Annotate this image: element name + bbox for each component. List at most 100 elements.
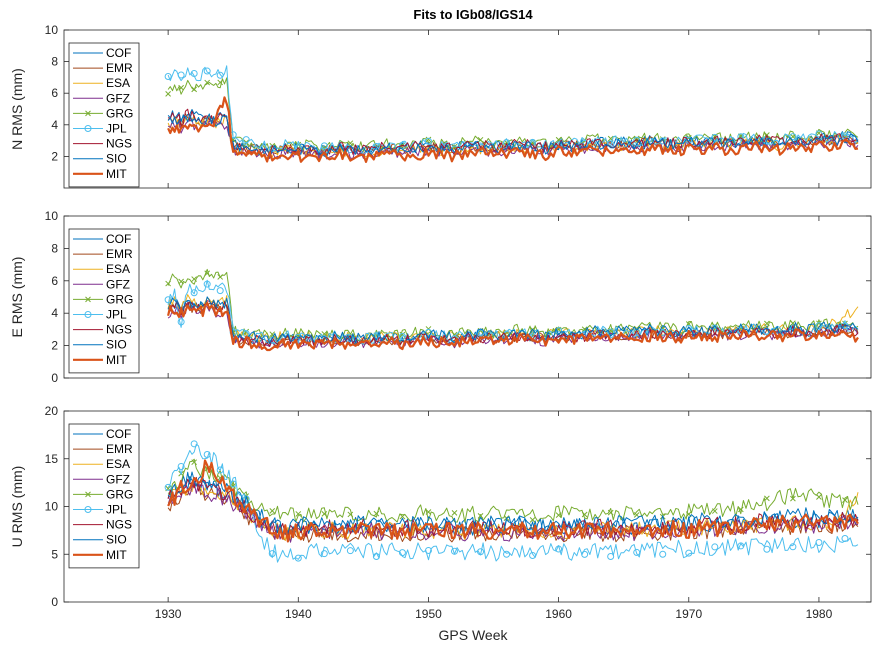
- series-marker-jpl: [346, 547, 354, 555]
- series-marker-jpl: [659, 550, 667, 558]
- legend: [68, 228, 140, 374]
- y-tick-label: 5: [51, 547, 58, 561]
- series-line-sio: [167, 471, 859, 536]
- series-marker-grg: [295, 511, 302, 517]
- series-marker-jpl: [203, 280, 211, 288]
- series-marker-jpl: [424, 546, 432, 554]
- series-marker-jpl: [815, 322, 823, 330]
- legend-label-gfz: GFZ: [106, 472, 130, 486]
- legend-label-grg: GRG: [106, 487, 133, 501]
- y-tick-label: 15: [45, 452, 59, 466]
- series-marker-grg: [204, 270, 211, 277]
- series-line-mit: [167, 459, 859, 543]
- series-marker-grg: [555, 512, 562, 518]
- legend-label-jpl: JPL: [106, 503, 127, 517]
- legend-label-grg: GRG: [106, 292, 133, 306]
- series-marker-grg: [790, 495, 796, 502]
- series-marker-grg: [165, 91, 171, 97]
- series-marker-jpl: [398, 332, 406, 340]
- series-marker-jpl: [164, 296, 172, 304]
- series-marker-grg: [633, 512, 640, 518]
- series-marker-grg: [529, 517, 536, 523]
- y-tick-label: 10: [45, 209, 59, 223]
- series-marker-grg: [399, 513, 406, 520]
- series-marker-grg: [347, 511, 354, 518]
- series-marker-jpl: [229, 480, 237, 488]
- legend-label-emr: EMR: [106, 61, 133, 75]
- y-tick-label: 10: [45, 500, 59, 514]
- series-marker-jpl: [581, 550, 589, 558]
- series-marker-grg: [711, 508, 718, 514]
- y-tick-label: 2: [51, 339, 58, 353]
- x-tick-label: 1970: [675, 607, 702, 621]
- series-marker-grg: [842, 497, 848, 503]
- legend-label-sio: SIO: [106, 533, 127, 547]
- series-marker-jpl: [268, 550, 276, 558]
- y-tick-label: 4: [51, 118, 58, 132]
- series-marker-jpl: [529, 552, 537, 560]
- x-tick-label: 1940: [285, 607, 312, 621]
- series-marker-jpl: [216, 287, 224, 295]
- legend-label-esa: ESA: [106, 262, 130, 276]
- series-marker-jpl: [633, 548, 641, 556]
- legend-label-ngs: NGS: [106, 137, 132, 151]
- series-marker-grg: [321, 331, 328, 337]
- series-marker-jpl: [372, 552, 380, 560]
- series-marker-grg: [321, 511, 328, 517]
- series-marker-jpl: [477, 548, 485, 556]
- series-line-ngs: [167, 476, 859, 538]
- panel-frame: [63, 215, 872, 379]
- series-marker-jpl: [763, 545, 771, 553]
- x-tick-label: 1960: [545, 607, 572, 621]
- series-marker-jpl: [503, 550, 511, 558]
- series-line-ngs: [167, 300, 859, 347]
- legend-label-grg: GRG: [106, 106, 133, 120]
- series-marker-jpl: [789, 133, 797, 141]
- legend-label-cof: COF: [106, 232, 131, 246]
- series-marker-jpl: [789, 543, 797, 551]
- y-tick-label: 8: [51, 55, 58, 69]
- legend-label-esa: ESA: [106, 457, 130, 471]
- legend-label-esa: ESA: [106, 76, 130, 90]
- y-tick-label: 6: [51, 274, 58, 288]
- series-marker-grg: [764, 320, 770, 327]
- y-tick-label: 8: [51, 241, 58, 255]
- series-line-mit: [167, 96, 859, 163]
- series-marker-jpl: [203, 67, 211, 75]
- series-marker-grg: [191, 86, 198, 93]
- series-marker-jpl: [177, 462, 185, 470]
- series-marker-jpl: [398, 549, 406, 557]
- series-marker-jpl: [503, 139, 511, 147]
- series-marker-grg: [191, 276, 198, 282]
- series-marker-jpl: [372, 142, 380, 150]
- legend-label-jpl: JPL: [106, 308, 127, 322]
- series-marker-grg: [373, 510, 380, 517]
- series-marker-grg: [477, 136, 484, 143]
- legend-label-emr: EMR: [106, 247, 133, 261]
- legend-label-gfz: GFZ: [106, 277, 130, 291]
- chart-title: Fits to IGb08/IGS14: [413, 7, 533, 22]
- series-marker-jpl: [203, 451, 211, 459]
- series-marker-grg: [425, 509, 432, 515]
- x-tick-label: 1980: [806, 607, 833, 621]
- series-marker-grg: [217, 79, 224, 86]
- series-line-jpl: [167, 443, 859, 563]
- legend-label-ngs: NGS: [106, 323, 132, 337]
- legend-label-emr: EMR: [106, 442, 133, 456]
- series-marker-grg: [191, 459, 198, 466]
- y-tick-label: 6: [51, 86, 58, 100]
- series-marker-grg: [451, 510, 458, 516]
- series-marker-grg: [477, 513, 484, 519]
- series-marker-jpl: [320, 550, 328, 558]
- legend-label-jpl: JPL: [106, 122, 127, 136]
- legend-label-mit: MIT: [106, 548, 127, 562]
- series-marker-grg: [165, 280, 171, 287]
- series-marker-jpl: [177, 318, 185, 326]
- series-marker-jpl: [216, 466, 224, 474]
- legend-label-mit: MIT: [106, 353, 127, 367]
- series-marker-grg: [425, 136, 432, 143]
- panel-frame: [63, 29, 872, 189]
- series-marker-jpl: [737, 133, 745, 141]
